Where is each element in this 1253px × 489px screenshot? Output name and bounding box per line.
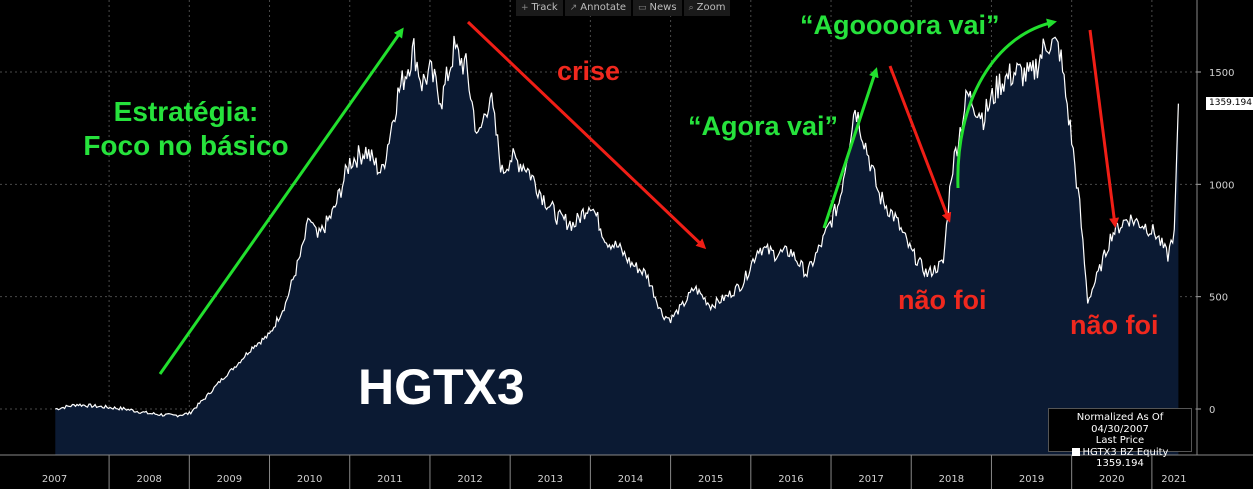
x-tick-label: 2008 — [136, 474, 161, 485]
legend-series-name: HGTX3 BZ Equity — [1082, 446, 1169, 458]
x-tick-label: 2020 — [1099, 474, 1124, 485]
x-tick-label: 2010 — [297, 474, 322, 485]
legend-swatch — [1071, 447, 1080, 456]
zoom-icon: ⌕ — [688, 3, 694, 13]
annotation-crisis: crise — [557, 56, 621, 86]
x-tick-label: 2018 — [939, 474, 964, 485]
legend-last-price: Last Price — [1095, 435, 1145, 446]
legend-series-value: 1359.194 — [1096, 458, 1144, 469]
pencil-icon: ↗ — [569, 3, 578, 13]
x-tick-label: 2009 — [217, 474, 242, 485]
chart-toolbar: + Track ↗ Annotate ▭ News ⌕ Zoom — [516, 0, 731, 16]
x-tick-label: 2007 — [42, 474, 67, 485]
x-tick-label: 2019 — [1019, 474, 1044, 485]
x-tick-label: 2014 — [618, 474, 643, 485]
x-tick-label: 2017 — [858, 474, 883, 485]
annotation-strategy-line1: Estratégia: — [113, 96, 259, 127]
annotation-nao-foi-1: não foi — [898, 285, 987, 315]
x-tick-label: 2016 — [778, 474, 803, 485]
y-axis: 0 500 1000 1500 — [1196, 0, 1234, 455]
annotation-strategy-line2: Foco no básico — [83, 130, 289, 161]
x-tick-label: 2021 — [1161, 474, 1186, 485]
crosshair-icon: + — [521, 3, 529, 13]
x-tick-label: 2011 — [377, 474, 402, 485]
red-arrow-crisis — [466, 20, 707, 250]
green-arrow-agoooora — [956, 18, 1057, 189]
price-line — [55, 35, 1179, 418]
x-tick-label: 2013 — [538, 474, 563, 485]
red-arrow-nao-foi-1 — [888, 65, 952, 223]
y-tick-label: 500 — [1209, 293, 1228, 304]
annotate-button[interactable]: ↗ Annotate — [564, 0, 632, 16]
x-tick-label: 2012 — [457, 474, 482, 485]
y-tick-label: 1500 — [1209, 68, 1234, 79]
red-arrow-nao-foi-2 — [1088, 29, 1120, 228]
legend-normalized: Normalized As Of 04/30/2007 — [1076, 412, 1164, 435]
y-tick-label: 1000 — [1209, 180, 1234, 191]
annotation-agora-vai: “Agora vai” — [688, 111, 839, 141]
annotation-nao-foi-2: não foi — [1070, 310, 1159, 340]
news-icon: ▭ — [638, 3, 647, 13]
green-arrow-agora — [822, 67, 879, 229]
legend-series: HGTX3 BZ Equity 1359.194 — [1049, 447, 1191, 470]
annotation-arrows — [158, 18, 1120, 375]
news-button[interactable]: ▭ News — [633, 0, 682, 16]
zoom-button[interactable]: ⌕ Zoom — [683, 0, 731, 16]
x-tick-label: 2015 — [698, 474, 723, 485]
ticker-label: HGTX3 — [358, 359, 525, 415]
track-button[interactable]: + Track — [516, 0, 563, 16]
last-price-tag: 1359.194 — [1206, 97, 1253, 110]
chart-legend: Normalized As Of 04/30/2007 Last Price H… — [1048, 408, 1192, 469]
green-arrow-strategy — [158, 27, 404, 375]
annotation-agoooora-vai: “Agoooora vai” — [800, 10, 1000, 40]
x-axis: 2007 2008 2009 2010 2011 2012 2013 2014 2015 2016… — [0, 454, 1253, 489]
price-area — [55, 35, 1179, 456]
annotation-strategy: Estratégia: Foco no básico — [76, 95, 296, 163]
y-tick-label: 0 — [1209, 405, 1215, 416]
